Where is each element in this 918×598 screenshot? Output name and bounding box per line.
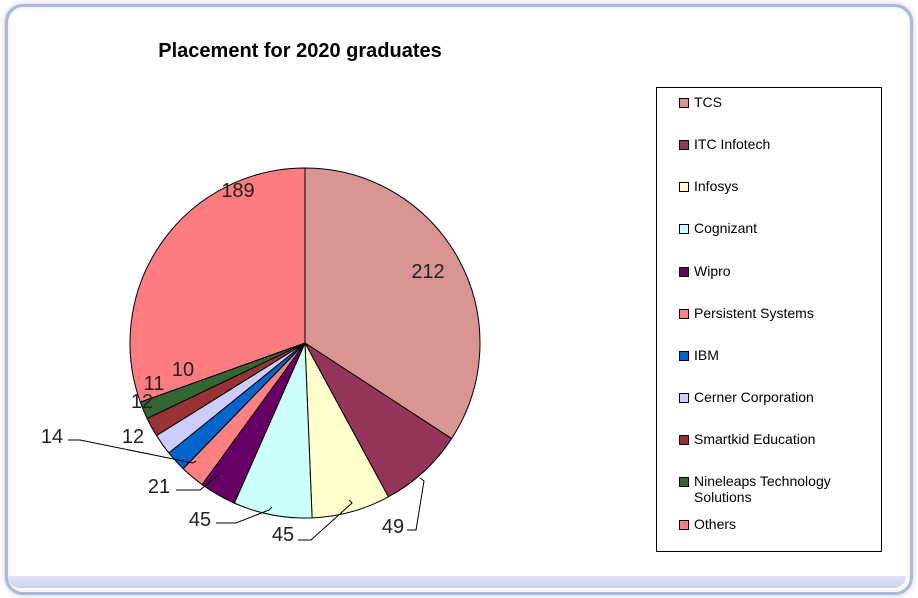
legend-swatch (679, 309, 689, 319)
legend-item-smartkid-education: Smartkid Education (679, 431, 869, 447)
legend-item-nineleaps-technology-solutions: Nineleaps Technology Solutions (679, 473, 869, 505)
pie-slice-others (129, 167, 306, 403)
legend-item-infosys: Infosys (679, 178, 869, 194)
data-label-tcs: 212 (411, 261, 444, 283)
legend-swatch (679, 393, 689, 403)
leader-line-infosys (298, 499, 353, 541)
data-label-others: 189 (221, 180, 254, 202)
data-label-cerner-corporation: 12 (131, 391, 153, 413)
data-label-itc-infotech: 49 (382, 516, 404, 538)
legend-item-ibm: IBM (679, 347, 869, 363)
legend-item-itc-infotech: ITC Infotech (679, 136, 869, 152)
legend-swatch (679, 435, 689, 445)
legend-swatch (679, 182, 689, 192)
leader-line-wipro (176, 472, 222, 491)
legend-item-cognizant: Cognizant (679, 220, 869, 236)
data-label-cognizant: 45 (189, 509, 211, 531)
chart-legend: TCS ITC Infotech Infosys Cognizant Wipro Pers… (656, 87, 882, 552)
legend-label: Others (694, 516, 737, 532)
legend-label: Cognizant (694, 220, 758, 236)
legend-swatch (679, 520, 689, 530)
data-label-persistent-systems: 14 (41, 426, 63, 448)
legend-swatch (679, 224, 689, 234)
legend-label: Persistent Systems (694, 305, 814, 321)
leader-line-itc-infotech (407, 477, 425, 531)
data-label-ibm: 12 (122, 426, 144, 448)
legend-label: ITC Infotech (694, 136, 771, 152)
legend-label: TCS (694, 94, 722, 110)
legend-item-persistent-systems: Persistent Systems (679, 305, 869, 321)
legend-item-others: Others (679, 516, 869, 532)
data-label-wipro: 21 (148, 476, 170, 498)
legend-swatch (679, 140, 689, 150)
legend-swatch (679, 351, 689, 361)
data-label-smartkid-education: 11 (144, 373, 165, 395)
legend-swatch (679, 477, 689, 487)
legend-label: Wipro (694, 263, 731, 279)
legend-swatch (679, 267, 689, 277)
data-label-infosys: 45 (272, 524, 294, 546)
leader-line-cognizant (216, 506, 273, 524)
legend-label: Infosys (694, 178, 739, 194)
legend-item-cerner-corporation: Cerner Corporation (679, 389, 869, 405)
legend-label: Smartkid Education (694, 431, 816, 447)
legend-item-wipro: Wipro (679, 263, 869, 279)
legend-label: Cerner Corporation (694, 389, 814, 405)
legend-label: IBM (694, 347, 719, 363)
chart-frame-bottom-band (8, 576, 906, 588)
legend-item-tcs: TCS (679, 94, 869, 110)
legend-swatch (679, 98, 689, 108)
leader-line-persistent-systems (68, 439, 197, 464)
legend-label: Nineleaps Technology Solutions (694, 473, 831, 505)
data-label-nineleaps-technology-solutions: 10 (172, 359, 194, 381)
chart-title: Placement for 2020 graduates (158, 40, 442, 62)
